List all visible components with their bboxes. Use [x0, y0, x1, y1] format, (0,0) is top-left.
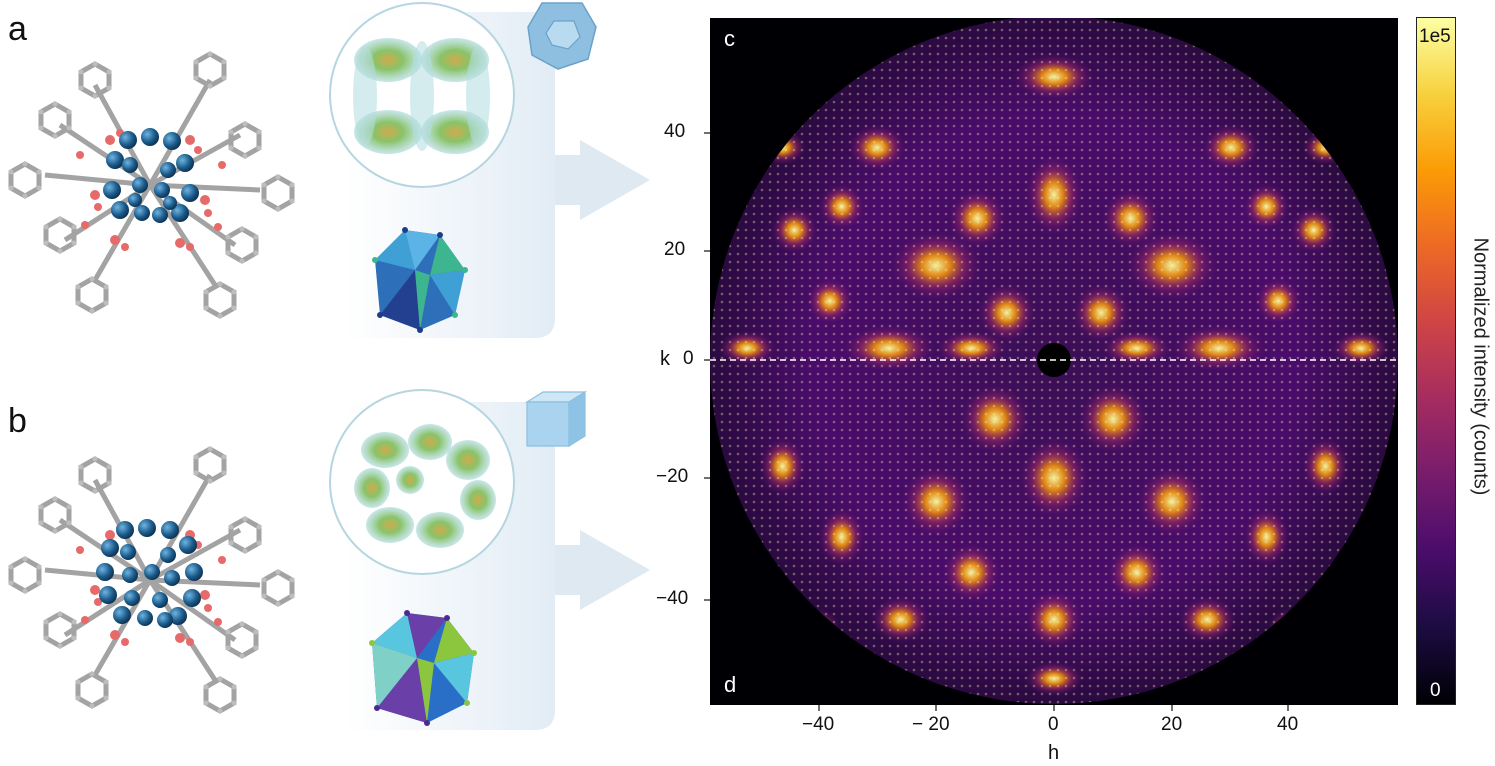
- y-axis-label: k: [660, 348, 670, 370]
- panel-label-a: a: [8, 10, 27, 48]
- molecular-illustration: [0, 2, 650, 730]
- x-tick-label: 20: [1161, 714, 1183, 735]
- diffraction-heatmap: [710, 18, 1398, 705]
- colorbar-title: Normalized intensity (counts): [1469, 237, 1492, 496]
- y-tick-label: 0: [683, 348, 694, 369]
- x-tick-label: − 20: [912, 714, 950, 735]
- x-axis-label: h: [1048, 742, 1060, 764]
- panel-label-d: d: [724, 672, 737, 697]
- x-tick-label: 40: [1277, 714, 1299, 735]
- x-tick-label: −40: [802, 714, 835, 735]
- x-tick-label: 0: [1048, 714, 1059, 735]
- y-tick-label: −40: [656, 588, 689, 609]
- colorbar-max-label: 1e5: [1419, 26, 1451, 47]
- y-tick-label: −20: [656, 466, 689, 487]
- panel-label-c: c: [724, 26, 735, 51]
- y-axis-ticks: [704, 132, 710, 601]
- colorbar-min-label: 0: [1430, 680, 1441, 701]
- panel-label-b: b: [8, 402, 27, 440]
- colorbar: [1416, 17, 1456, 705]
- y-tick-label: 40: [664, 121, 686, 142]
- y-tick-label: 20: [664, 239, 686, 260]
- x-axis-ticks: [818, 705, 1289, 711]
